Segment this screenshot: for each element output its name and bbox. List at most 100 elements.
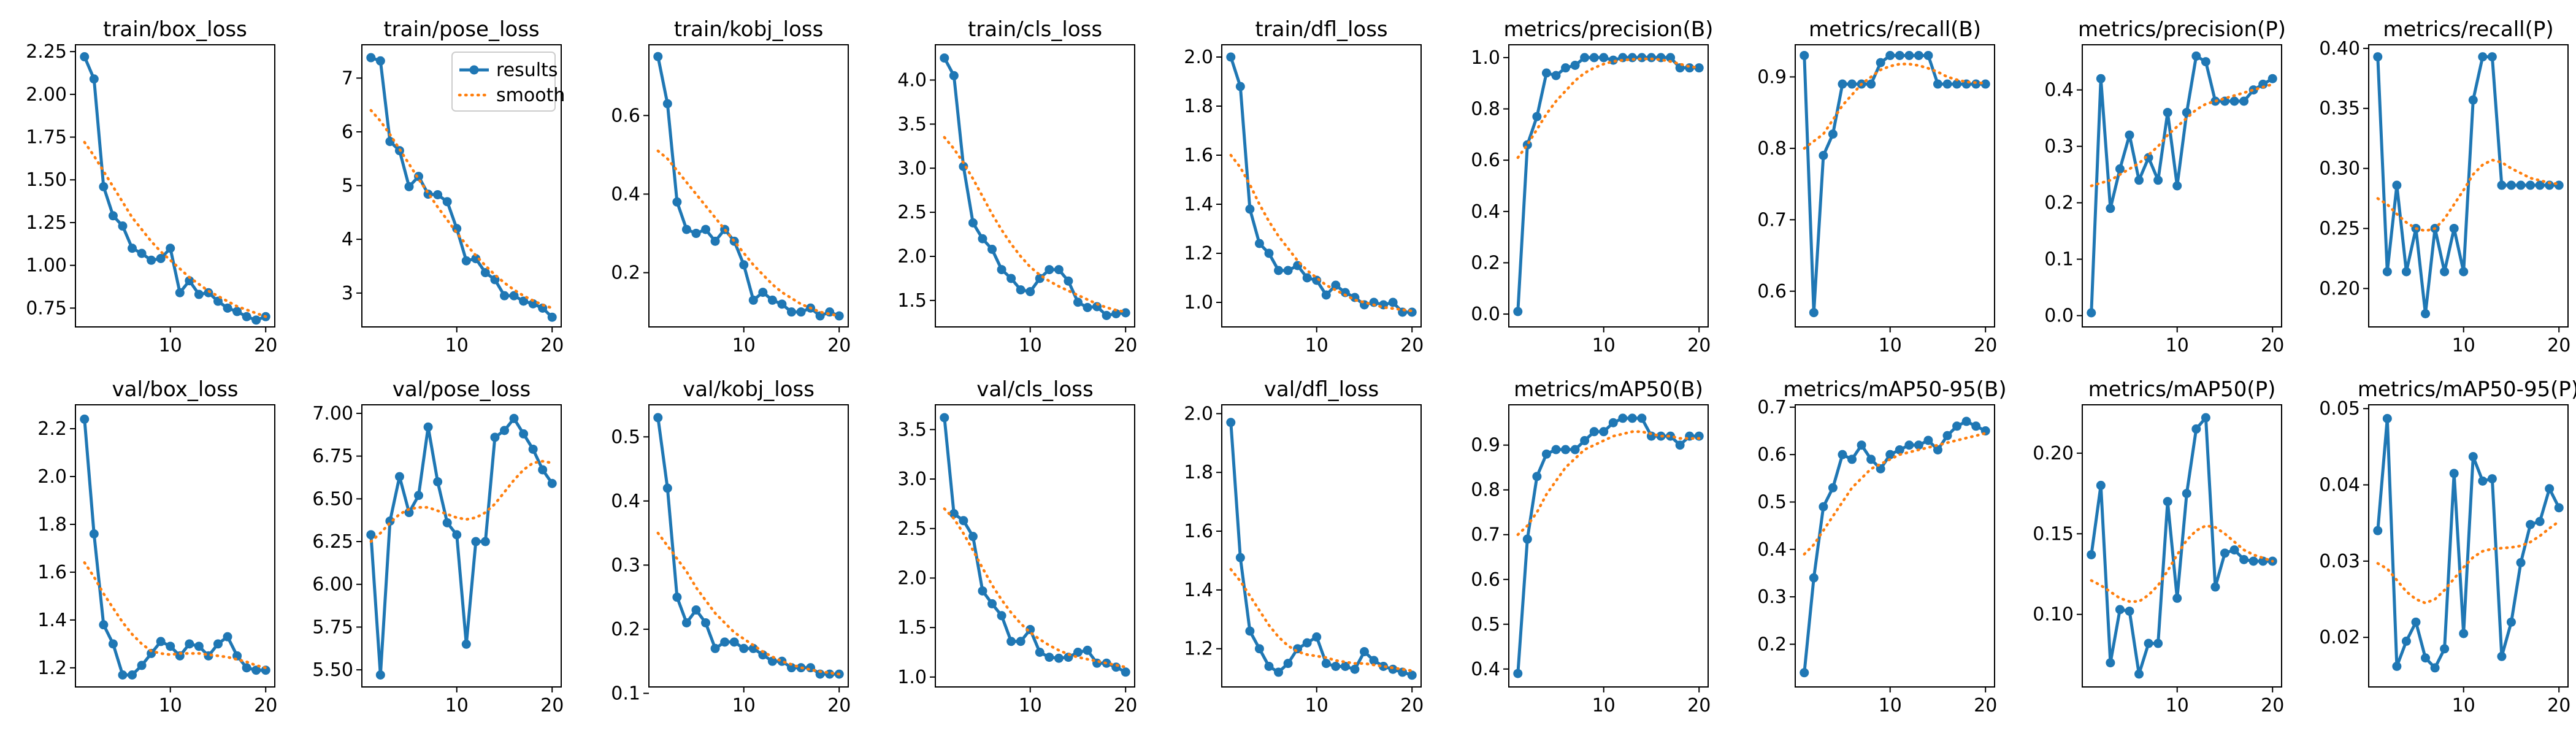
data-point: [653, 413, 663, 423]
data-point: [2459, 629, 2469, 638]
data-point: [653, 52, 663, 61]
x-tick-label: 20: [540, 335, 564, 356]
data-point: [2373, 52, 2383, 62]
data-point: [1350, 664, 1360, 674]
data-point: [2401, 267, 2411, 277]
x-tick-label: 20: [2547, 695, 2570, 716]
data-point: [1828, 483, 1838, 493]
x-tick-label: 20: [2547, 335, 2570, 356]
data-point: [1532, 472, 1542, 481]
y-tick-label: 4.0: [897, 70, 927, 91]
data-point: [509, 413, 519, 423]
y-tick-label: 0.40: [2319, 38, 2360, 59]
y-tick-label: 0.05: [2319, 398, 2360, 420]
data-point: [442, 518, 452, 527]
data-point: [1235, 82, 1245, 91]
data-point: [1666, 53, 1676, 63]
x-tick-label: 10: [2452, 695, 2475, 716]
data-point: [720, 637, 730, 647]
y-tick-label: 0.20: [2319, 278, 2360, 299]
y-tick-label: 0.5: [611, 426, 640, 448]
subplot: val/kobj_loss 10 20 0.1 0.2 0.3 0.4 0.5: [611, 377, 851, 716]
subplot-title: metrics/recall(B): [1809, 17, 1981, 42]
data-point: [701, 618, 711, 627]
data-point: [786, 307, 796, 317]
subplot-title: train/dfl_loss: [1255, 17, 1387, 42]
data-point: [2163, 107, 2172, 117]
data-point: [1006, 274, 1016, 283]
data-point: [2163, 497, 2172, 507]
data-point: [2115, 605, 2125, 615]
y-tick-label: 7: [342, 67, 353, 89]
data-point: [1847, 454, 1857, 464]
data-point: [949, 71, 959, 80]
y-tick-label: 1.2: [1184, 638, 1213, 660]
data-point: [1254, 644, 1264, 654]
data-point: [2096, 74, 2106, 83]
data-point: [1302, 638, 1312, 648]
axes-frame: [1795, 44, 1995, 328]
data-point: [1245, 204, 1255, 214]
data-point: [2526, 180, 2536, 190]
y-tick-label: 0.15: [2033, 523, 2074, 545]
y-tick-label: 2.2: [37, 418, 67, 440]
data-point: [2382, 267, 2392, 277]
subplot: metrics/mAP50-95(B) 10 20 0.2 0.3 0.4 0.5 0.6 0.…: [1757, 377, 2006, 716]
y-tick-label: 5: [342, 175, 353, 197]
x-tick-label: 10: [445, 695, 469, 716]
x-tick-label: 20: [1114, 335, 1137, 356]
subplot: train/cls_loss 10 20 1.5 2.0 2.5 3.0 3.5 4.0: [897, 17, 1137, 356]
y-tick-label: 0.04: [2319, 475, 2360, 496]
data-point: [1627, 413, 1637, 423]
y-tick-label: 0.7: [1757, 397, 1787, 418]
subplot: val/cls_loss 10 20 1.0 1.5 2.0 2.5 3.0 3.5: [897, 377, 1137, 716]
x-tick-label: 10: [2452, 335, 2475, 356]
data-point: [987, 245, 997, 254]
data-point: [1847, 79, 1857, 89]
data-point: [1800, 668, 1809, 678]
y-tick-label: 2.00: [26, 84, 67, 105]
data-point: [1551, 71, 1561, 80]
data-point: [672, 592, 682, 602]
data-point: [2497, 180, 2507, 190]
x-tick-label: 10: [732, 695, 756, 716]
data-point: [2506, 180, 2516, 190]
y-tick-label: 6: [342, 121, 353, 143]
data-point: [1111, 309, 1121, 318]
series-line-smooth: [1803, 63, 1987, 150]
y-tick-label: 2.5: [897, 518, 927, 540]
x-tick-label: 20: [2261, 335, 2284, 356]
data-point: [1551, 445, 1561, 454]
data-point: [1904, 50, 1914, 60]
data-point: [366, 53, 376, 63]
data-point: [194, 642, 204, 651]
data-point: [2229, 545, 2239, 555]
data-point: [1274, 266, 1284, 275]
data-point: [108, 639, 118, 649]
series-line-smooth: [656, 149, 841, 318]
axes-frame: [1795, 404, 1995, 688]
data-point: [2516, 180, 2526, 190]
data-point: [758, 650, 768, 660]
series-line-smooth: [2090, 524, 2274, 603]
axes-frame: [648, 404, 849, 688]
data-point: [2239, 96, 2249, 106]
subplot: val/dfl_loss 10 20 1.2 1.4 1.6 1.8 2.0: [1184, 377, 1424, 716]
data-point: [1522, 534, 1532, 544]
data-point: [509, 291, 519, 301]
data-point: [1876, 58, 1885, 67]
data-point: [1933, 79, 1942, 89]
data-point: [1627, 53, 1637, 63]
data-point: [1971, 79, 1981, 89]
data-point: [2201, 57, 2210, 67]
data-point: [156, 637, 166, 646]
data-point: [185, 639, 194, 649]
data-point: [1866, 79, 1876, 89]
data-point: [1838, 450, 1847, 459]
data-point: [1388, 297, 1398, 307]
data-point: [2191, 424, 2201, 434]
data-point: [499, 291, 509, 301]
y-tick-label: 7.00: [312, 403, 353, 424]
y-tick-label: 4: [342, 229, 353, 250]
legend-results-marker: [469, 65, 479, 75]
